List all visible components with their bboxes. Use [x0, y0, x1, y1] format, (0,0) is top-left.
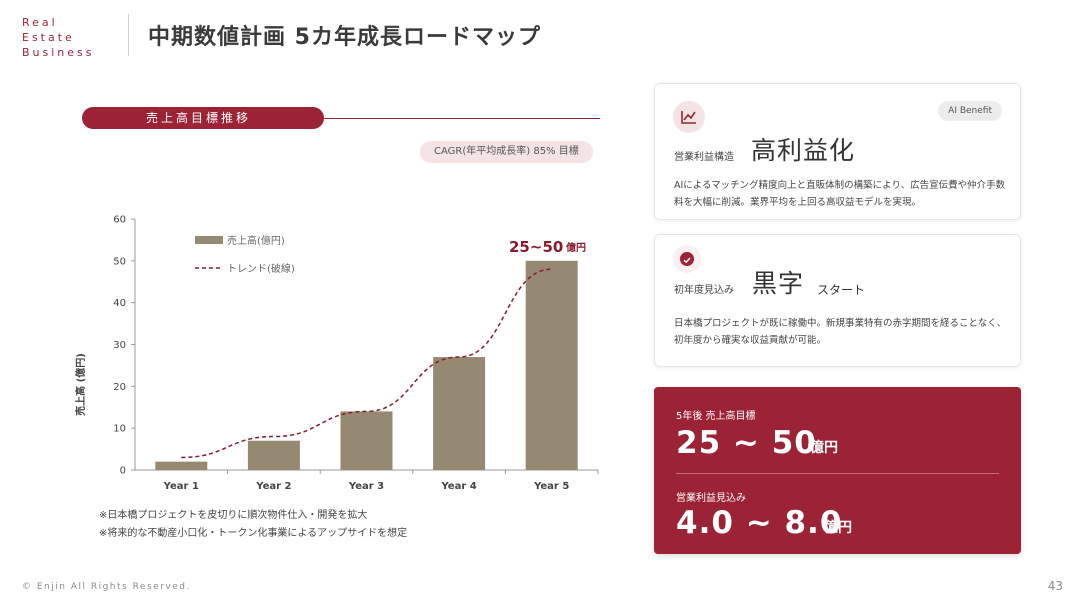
- first-year-headline: 黒字: [752, 269, 805, 298]
- profit-estimate-value: 4.0 ~ 8.0: [676, 505, 843, 541]
- logo-line-3: Business: [22, 46, 95, 59]
- y-tick-label: 10: [113, 424, 126, 435]
- chart-notes: ※日本橋プロジェクトを皮切りに順次物件仕入・開発を拡大 ※将来的な不動産小口化・…: [99, 507, 407, 543]
- section-divider-line: [324, 118, 600, 119]
- first-year-suffix: スタート: [817, 283, 866, 297]
- revenue-target-unit: 億円: [810, 440, 838, 456]
- header-divider: [128, 14, 129, 56]
- targets-separator: [676, 473, 999, 474]
- check-icon: [673, 245, 701, 273]
- cagr-badge: CAGR(年平均成長率) 85% 目標: [420, 141, 593, 163]
- bar: [433, 357, 486, 470]
- y-tick-label: 50: [113, 256, 126, 267]
- logo-line-2: Estate: [22, 31, 75, 44]
- x-tick-label: Year 1: [163, 481, 199, 492]
- targets-card: 5年後 売上高目標 25 ~ 50 億円 営業利益見込み 4.0 ~ 8.0 億…: [654, 387, 1021, 554]
- profit-structure-description: AIによるマッチング精度向上と直販体制の構築により、広告宣伝費や仲介手数料を大幅…: [674, 180, 1006, 208]
- first-year-label: 初年度見込み: [674, 285, 734, 296]
- company-logo: Real Estate Business: [22, 15, 95, 60]
- legend-trend-label: トレンド(破線): [227, 262, 295, 275]
- annotation-value: 25~50: [509, 238, 563, 256]
- trend-line: [181, 268, 552, 459]
- first-year-card: 初年度見込み 黒字 スタート 日本橋プロジェクトが既に稼働中。新規事業特有の赤字…: [654, 234, 1021, 367]
- bar: [525, 260, 578, 470]
- revenue-target-label: 5年後 売上高目標: [676, 411, 756, 422]
- x-tick-label: Year 2: [255, 481, 291, 492]
- profit-structure-headline: 高利益化: [751, 136, 856, 165]
- y-tick-label: 0: [120, 466, 126, 477]
- profit-estimate-unit: 億円: [824, 520, 852, 536]
- profit-structure-label: 営業利益構造: [674, 152, 734, 163]
- copyright: © Enjin All Rights Reserved.: [22, 582, 191, 592]
- y-tick-label: 30: [113, 340, 126, 351]
- bar: [340, 411, 393, 470]
- logo-line-1: Real: [22, 16, 58, 29]
- first-year-description: 日本橋プロジェクトが既に稼働中。新規事業特有の赤字期間を経ることなく、初年度から…: [674, 318, 1007, 346]
- note-2: ※将来的な不動産小口化・トークン化事業によるアップサイドを想定: [99, 528, 408, 539]
- bar: [247, 440, 300, 470]
- revenue-bar-chart: 0 10 20 30 40 50 60 売上高 (億円) Year 1 Year 2 Year 3 Y…: [74, 215, 599, 492]
- legend-bar-swatch: [195, 236, 223, 244]
- revenue-target-value: 25 ~ 50: [676, 425, 817, 461]
- page-title: 中期数値計画 5カ年成長ロードマップ: [148, 25, 541, 50]
- x-tick-label: Year 3: [348, 481, 384, 492]
- section-title-pill: 売上高目標推移: [82, 107, 324, 129]
- y-axis-label: 売上高 (億円): [74, 353, 87, 416]
- x-tick-label: Year 5: [533, 481, 569, 492]
- page-number: 43: [1047, 579, 1063, 593]
- y-tick-label: 40: [113, 298, 126, 309]
- y-tick-label: 60: [113, 215, 126, 226]
- trend-chart-icon: [673, 101, 705, 133]
- note-1: ※日本橋プロジェクトを皮切りに順次物件仕入・開発を拡大: [99, 510, 368, 521]
- legend-bar-label: 売上高(億円): [227, 234, 285, 247]
- y-tick-label: 20: [113, 382, 126, 393]
- x-tick-label: Year 4: [440, 481, 476, 492]
- annotation-unit: 億円: [566, 241, 586, 254]
- bar: [155, 461, 208, 470]
- ai-benefit-badge: AI Benefit: [938, 101, 1002, 121]
- profit-structure-card: AI Benefit 営業利益構造 高利益化 AIによるマッチング精度向上と直販…: [654, 83, 1021, 220]
- profit-estimate-label: 営業利益見込み: [676, 493, 746, 504]
